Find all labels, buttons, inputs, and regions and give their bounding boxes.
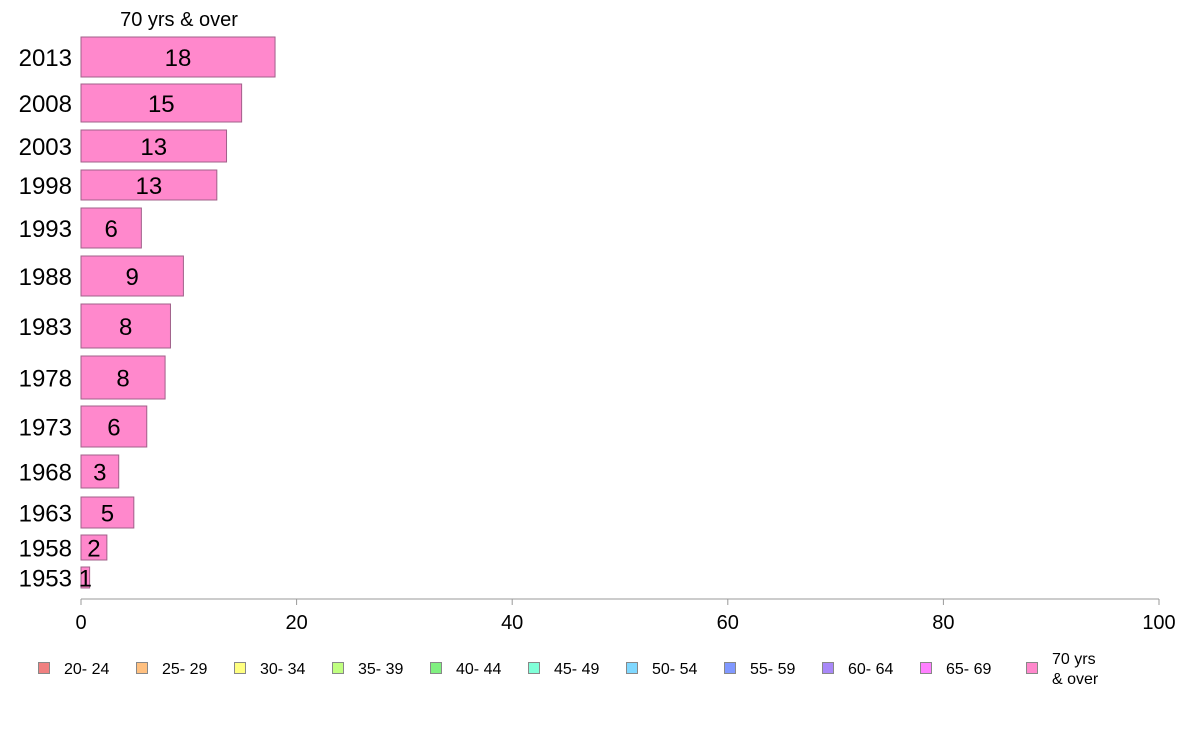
bar xyxy=(80,355,166,400)
x-axis: 0 20 40 60 80 100 xyxy=(75,598,1176,634)
legend-swatch xyxy=(1026,662,1038,674)
legend-swatch xyxy=(724,662,736,674)
legend-item: 25- 29 xyxy=(136,660,207,680)
legend-item: 45- 49 xyxy=(528,660,599,680)
bar xyxy=(80,405,148,448)
legend-label: 20- 24 xyxy=(64,661,110,678)
category-label: 1968 xyxy=(19,460,72,487)
bar-value-label: 6 xyxy=(105,216,118,243)
legend-label: 60- 64 xyxy=(848,661,894,678)
legend-label: 30- 34 xyxy=(260,661,306,678)
legend-item: 35- 39 xyxy=(332,660,403,680)
x-tick-label: 80 xyxy=(932,612,954,634)
bar xyxy=(80,454,120,489)
bar xyxy=(80,303,171,349)
category-label: 1993 xyxy=(19,216,72,243)
bar xyxy=(80,207,142,249)
bar-value-label: 3 xyxy=(93,460,106,487)
legend-swatch xyxy=(626,662,638,674)
bar-value-label: 6 xyxy=(107,415,120,442)
legend-label: 45- 49 xyxy=(554,661,600,678)
bar xyxy=(80,255,184,297)
legend-label: 40- 44 xyxy=(456,661,502,678)
bar xyxy=(80,169,218,201)
legend-item: 30- 34 xyxy=(234,660,305,680)
legend-swatch xyxy=(136,662,148,674)
legend-label: 65- 69 xyxy=(946,661,992,678)
bar-value-label: 18 xyxy=(165,45,192,72)
category-label: 1988 xyxy=(19,264,72,291)
bar-value-label: 13 xyxy=(136,173,163,200)
bar-value-label: 8 xyxy=(119,314,132,341)
category-label: 1953 xyxy=(19,566,72,593)
legend-swatch xyxy=(234,662,246,674)
legend-item: 20- 24 xyxy=(38,660,109,680)
bar-value-label: 13 xyxy=(140,134,167,161)
category-label: 2013 xyxy=(19,45,72,72)
legend-swatch xyxy=(430,662,442,674)
category-label: 2008 xyxy=(19,91,72,118)
category-label: 1973 xyxy=(19,415,72,442)
legend-item: 70 yrs & over xyxy=(1026,650,1098,690)
bar-value-label: 5 xyxy=(101,501,114,528)
bar-value-label: 9 xyxy=(126,264,139,291)
legend-swatch xyxy=(528,662,540,674)
bar xyxy=(80,496,135,529)
legend: 20- 24 25- 29 30- 34 35- 39 40- 44 45- 49 50- … xyxy=(38,650,1158,700)
bar xyxy=(80,36,276,78)
legend-swatch xyxy=(38,662,50,674)
legend-item: 40- 44 xyxy=(430,660,501,680)
x-tick-label: 60 xyxy=(717,612,739,634)
legend-label: 35- 39 xyxy=(358,661,404,678)
legend-item: 65- 69 xyxy=(920,660,991,680)
legend-item: 50- 54 xyxy=(626,660,697,680)
category-label: 2003 xyxy=(19,134,72,161)
legend-swatch xyxy=(920,662,932,674)
bar-value-label: 2 xyxy=(87,536,100,563)
x-tick-label: 40 xyxy=(501,612,523,634)
bar xyxy=(80,566,91,589)
x-tick-label: 100 xyxy=(1142,612,1175,634)
x-tick-label: 20 xyxy=(285,612,307,634)
bar xyxy=(80,83,243,123)
legend-swatch xyxy=(822,662,834,674)
legend-item: 60- 64 xyxy=(822,660,893,680)
category-label: 1963 xyxy=(19,501,72,528)
bar-value-label: 15 xyxy=(148,91,175,118)
bar-value-label: 1 xyxy=(79,566,92,593)
category-label: 1958 xyxy=(19,536,72,563)
category-label: 1978 xyxy=(19,366,72,393)
bar-value-label: 8 xyxy=(116,366,129,393)
bar xyxy=(80,129,228,163)
x-tick-label: 0 xyxy=(75,612,86,634)
legend-label: 55- 59 xyxy=(750,661,796,678)
bar xyxy=(80,534,108,561)
legend-label: 25- 29 xyxy=(162,661,208,678)
panel-title: 70 yrs & over xyxy=(120,9,238,31)
category-label: 1983 xyxy=(19,314,72,341)
legend-label: 70 yrs & over xyxy=(1052,651,1099,688)
legend-swatch xyxy=(332,662,344,674)
category-label: 1998 xyxy=(19,173,72,200)
legend-label: 50- 54 xyxy=(652,661,698,678)
legend-item: 55- 59 xyxy=(724,660,795,680)
